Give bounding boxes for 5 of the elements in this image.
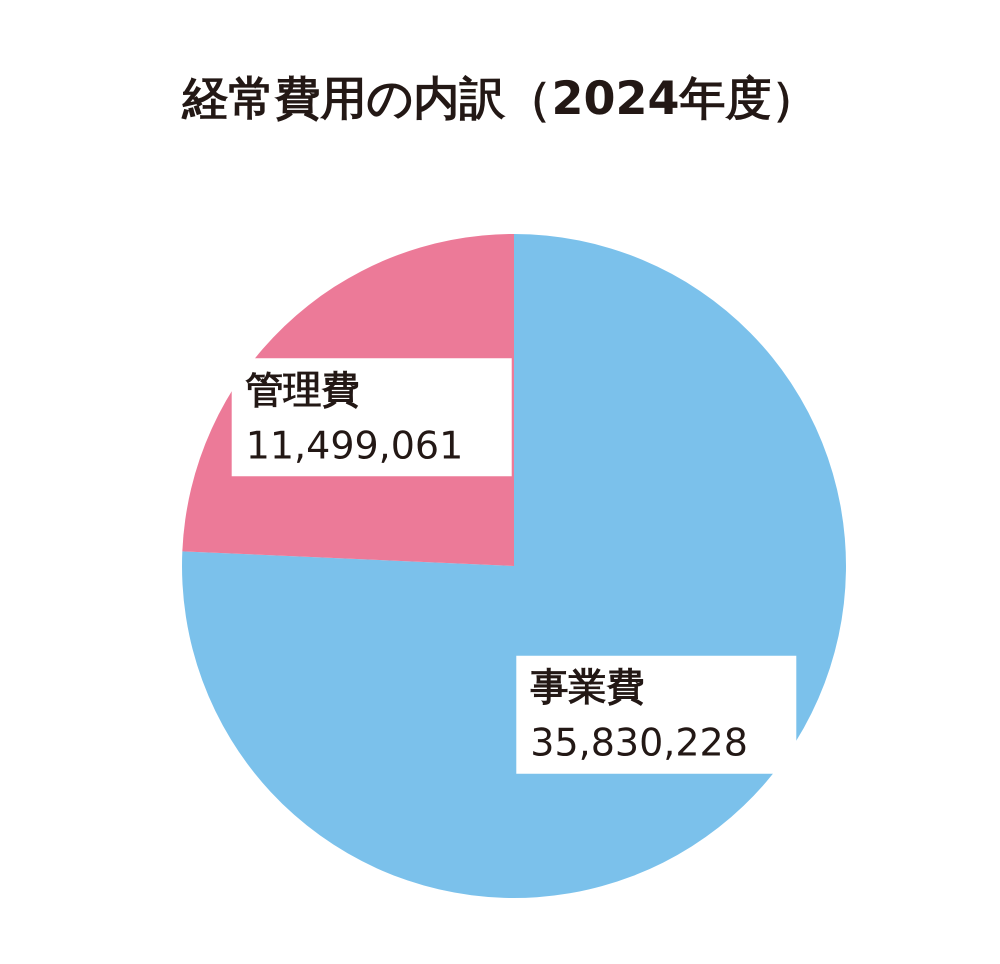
- slice-label: 管理費: [244, 367, 360, 412]
- chart-title: 経常費用の内訳（2024年度）: [180, 71, 818, 125]
- slice-label: 事業費: [529, 664, 644, 709]
- data-label: 11,499,061: [246, 423, 464, 468]
- data-label: 35,830,228: [530, 720, 748, 765]
